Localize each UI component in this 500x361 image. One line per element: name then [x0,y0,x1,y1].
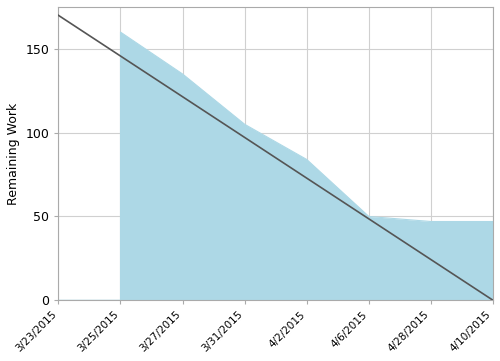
Y-axis label: Remaining Work: Remaining Work [7,103,20,205]
